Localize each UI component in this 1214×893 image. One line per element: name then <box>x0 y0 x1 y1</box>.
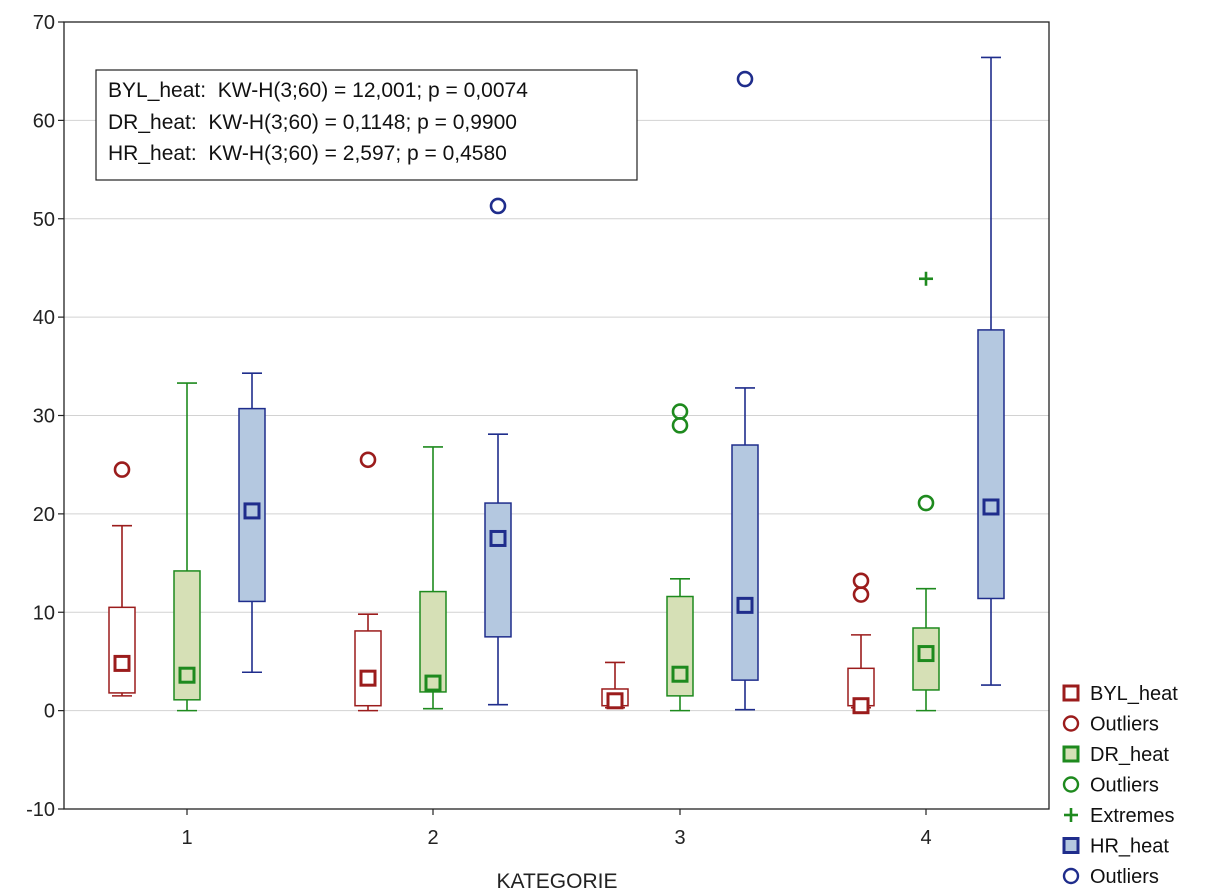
iqr-box <box>731 444 759 681</box>
legend-square-marker <box>1062 837 1080 854</box>
median-marker <box>489 529 507 547</box>
legend-label: BYL_heat <box>1090 683 1178 705</box>
legend-circle-marker <box>1062 776 1080 793</box>
median-marker <box>671 665 689 683</box>
legend-item: Outliers <box>1062 775 1159 797</box>
iqr-box <box>484 502 512 638</box>
series-BYL_heat <box>108 451 875 715</box>
median-marker <box>982 498 1000 516</box>
outlier-point <box>489 197 507 215</box>
median-marker <box>852 697 870 715</box>
outlier-point <box>671 403 689 420</box>
stat-line-dr: DR_heat: KW-H(3;60) = 0,1148; p = 0,9900 <box>108 111 517 134</box>
outlier-point <box>852 586 870 603</box>
median-marker <box>606 692 624 710</box>
y-tick-label: 20 <box>33 504 55 526</box>
x-tick-label: 1 <box>181 827 192 849</box>
median-marker <box>424 674 442 692</box>
legend-label: HR_heat <box>1090 836 1169 858</box>
legend-label: Extremes <box>1090 805 1174 827</box>
iqr-box <box>108 606 136 694</box>
legend-circle-marker <box>1062 715 1080 732</box>
series-DR_heat <box>173 271 940 712</box>
median-marker <box>917 645 935 663</box>
y-tick-label: 60 <box>33 110 55 132</box>
box-series <box>108 56 1005 715</box>
x-axis-title: KATEGORIE <box>497 870 618 893</box>
median-marker <box>736 596 754 614</box>
stat-line-hr: HR_heat: KW-H(3;60) = 2,597; p = 0,4580 <box>108 142 507 165</box>
legend-label: Outliers <box>1090 775 1159 797</box>
y-tick-label: 70 <box>33 12 55 34</box>
legend-circle-marker <box>1062 867 1080 885</box>
outlier-point <box>671 417 689 434</box>
grid-lines <box>64 119 1049 712</box>
median-marker <box>113 654 131 672</box>
stat-line-byl: BYL_heat: KW-H(3;60) = 12,001; p = 0,007… <box>108 79 528 102</box>
median-marker <box>243 502 261 520</box>
outlier-point <box>359 451 377 469</box>
y-tick-label: 0 <box>44 701 55 723</box>
legend-label: Outliers <box>1090 866 1159 888</box>
y-tick-label: 50 <box>33 209 55 231</box>
legend-item: Outliers <box>1062 866 1159 888</box>
x-tick-label: 2 <box>427 827 438 849</box>
legend-label: Outliers <box>1090 714 1159 736</box>
legend-item: Outliers <box>1062 714 1159 736</box>
y-axis: -10 0 10 20 30 40 50 60 70 <box>26 12 64 821</box>
iqr-box <box>354 630 382 707</box>
median-marker <box>178 666 196 684</box>
y-tick-label: 40 <box>33 307 55 329</box>
legend-square-marker <box>1062 684 1080 702</box>
legend-item: DR_heat <box>1062 744 1169 766</box>
stat-box: BYL_heat: KW-H(3;60) = 12,001; p = 0,007… <box>95 69 638 181</box>
legend: BYL_heat Outliers DR_heat Outliers Extremes H… <box>1062 683 1178 888</box>
median-marker <box>359 669 377 687</box>
legend-item: BYL_heat <box>1062 683 1178 705</box>
x-tick-label: 3 <box>674 827 685 849</box>
series-HR_heat <box>238 56 1005 711</box>
outlier-point <box>736 70 754 88</box>
x-tick-label: 4 <box>920 827 931 849</box>
outlier-point <box>113 461 131 478</box>
legend-item: HR_heat <box>1062 836 1169 858</box>
y-tick-label: -10 <box>26 799 55 821</box>
y-tick-label: 30 <box>33 406 55 428</box>
stat-box-frame <box>95 69 638 181</box>
outlier-point <box>852 572 870 590</box>
iqr-box <box>977 329 1005 600</box>
x-axis: 1 2 3 4 <box>181 809 932 849</box>
legend-square-marker <box>1062 745 1080 763</box>
y-tick-label: 10 <box>33 602 55 624</box>
legend-item: Extremes <box>1064 805 1174 827</box>
outlier-point <box>917 494 935 512</box>
legend-label: DR_heat <box>1090 744 1169 766</box>
